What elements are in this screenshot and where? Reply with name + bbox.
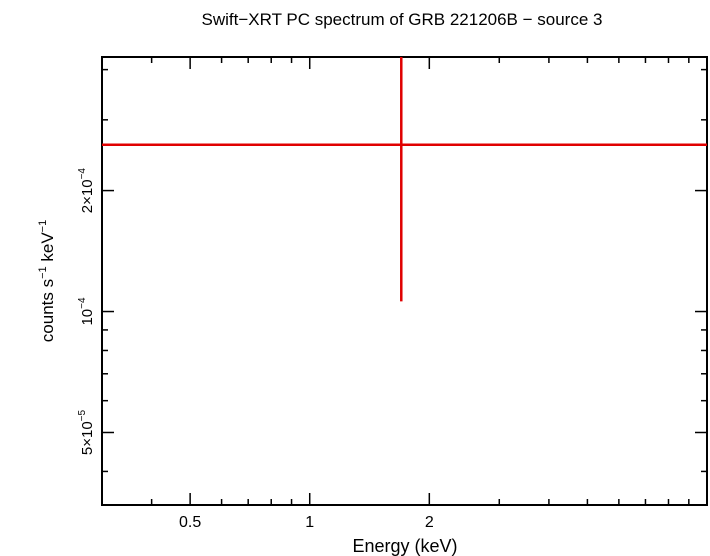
x-tick-label: 1 xyxy=(305,514,314,531)
x-tick-label: 0.5 xyxy=(179,514,201,531)
data-series xyxy=(102,57,707,302)
y-major-ticks: 5×10−5 10−4 2×10−4 xyxy=(77,168,707,455)
y-tick-label: 10−4 xyxy=(77,297,96,326)
y-tick-label: 2×10−4 xyxy=(77,168,96,214)
y-minor-ticks xyxy=(102,68,707,473)
plot-frame xyxy=(101,56,708,506)
x-minor-ticks xyxy=(101,57,708,505)
y-axis-label: counts s−1 keV−1 xyxy=(37,220,57,342)
x-axis-label: Energy (keV) xyxy=(352,536,457,556)
chart-title: Swift−XRT PC spectrum of GRB 221206B − s… xyxy=(202,10,603,29)
y-tick-label: 5×10−5 xyxy=(77,409,96,455)
x-major-ticks: 0.5 1 2 xyxy=(179,57,434,531)
x-tick-label: 2 xyxy=(425,514,434,531)
